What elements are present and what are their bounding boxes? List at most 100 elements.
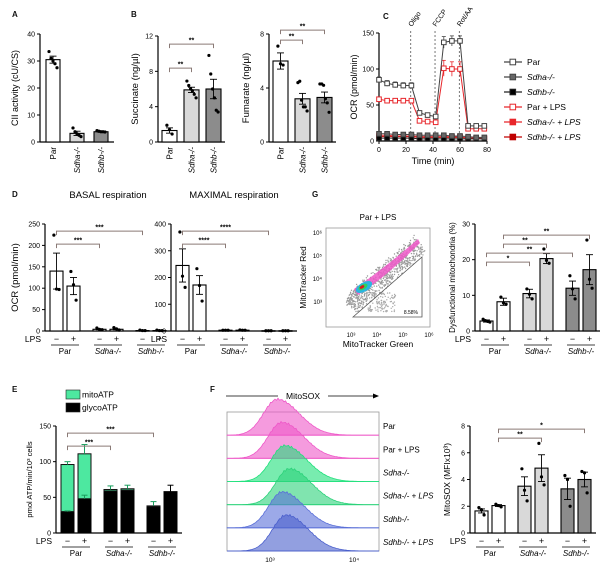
event-dot [358, 306, 361, 308]
event-dot [376, 298, 378, 301]
event-dot [368, 307, 371, 309]
event-dot [380, 299, 383, 302]
data-point [321, 83, 326, 87]
y-tick-label: 0 [31, 140, 35, 147]
group-label: Sdhb-/- [264, 347, 291, 356]
group-label: Sdha-/- [95, 347, 122, 356]
event-dot [383, 279, 386, 281]
data-marker [384, 80, 390, 87]
data-marker [481, 123, 488, 129]
significance-bracket [498, 437, 542, 443]
event-dot [412, 258, 414, 260]
bar-glycoATP [77, 498, 92, 534]
significance-bracket [67, 445, 111, 451]
event-dot [355, 283, 358, 286]
significance-label: ** [300, 24, 306, 31]
event-dot [353, 296, 355, 298]
event-dot [393, 309, 396, 311]
category-label: Sdhb-/- [210, 147, 219, 174]
data-point [73, 130, 77, 134]
data-marker [400, 97, 407, 104]
y-tick-label: 50 [366, 103, 374, 110]
event-dot [370, 310, 372, 313]
category-label: Par [277, 147, 286, 160]
data-point [585, 491, 589, 495]
legend-swatch [65, 389, 81, 400]
y-tick-label: 6 [461, 450, 465, 457]
event-dot [385, 311, 387, 313]
event-dot [378, 280, 380, 283]
event-dot [380, 281, 382, 284]
significance-label: ** [289, 34, 295, 41]
group-label: Sdhb-/- [563, 549, 590, 558]
significance-bracket [503, 243, 547, 249]
event-dot [359, 299, 361, 302]
event-dot [391, 294, 393, 297]
event-dot [379, 281, 381, 284]
data-marker [384, 131, 390, 137]
event-dot [370, 272, 372, 274]
event-dot [368, 289, 370, 292]
data-marker [400, 82, 407, 89]
significance-bracket [169, 67, 192, 73]
chart-title: BASAL respiration [69, 190, 146, 201]
legend-E: mitoATP glycoATP [65, 389, 118, 413]
event-dot [409, 242, 412, 244]
event-dot [390, 258, 392, 260]
event-dot [389, 298, 391, 300]
data-point [52, 233, 56, 237]
data-point [238, 328, 242, 332]
panel-label-c: C [383, 12, 389, 21]
event-dot [389, 260, 392, 262]
event-dot [362, 280, 364, 283]
y-tick-label: 4 [260, 86, 264, 93]
data-point [112, 325, 116, 330]
event-dot [412, 256, 415, 259]
event-dot [395, 268, 397, 270]
data-point [47, 49, 51, 54]
event-dot [390, 282, 392, 284]
event-dot [384, 284, 386, 287]
event-dot [387, 257, 390, 259]
data-marker [408, 82, 415, 89]
track-label: Sdha-/- [383, 469, 410, 478]
event-dot [365, 294, 368, 297]
significance-bracket [182, 230, 269, 236]
event-dot [401, 268, 403, 271]
event-dot [397, 252, 399, 254]
data-point [542, 483, 546, 487]
event-dot [398, 264, 401, 267]
event-dot [378, 268, 380, 270]
lps-sign: − [522, 536, 527, 546]
event-dot [362, 297, 364, 300]
bar [474, 510, 489, 534]
lps-sign: − [479, 536, 484, 546]
significance-label: ** [189, 38, 195, 45]
y-tick-label: 10 [462, 293, 470, 300]
y-tick-label: 20 [27, 86, 35, 93]
bar [45, 59, 61, 143]
event-dot [406, 265, 409, 268]
event-dot [370, 309, 372, 311]
x-tick-label: 40 [429, 147, 437, 154]
lps-sign: + [283, 334, 288, 344]
event-dot [424, 250, 426, 252]
legend-marker [509, 133, 517, 141]
category-label: Par [166, 147, 175, 160]
event-dot [394, 294, 397, 297]
event-dot [349, 298, 351, 300]
event-dot [395, 255, 397, 257]
data-marker [449, 133, 455, 139]
x-tick-label: 10⁵ [398, 332, 408, 339]
group-label: Par [489, 347, 502, 356]
data-point [53, 62, 57, 66]
data-point [178, 230, 182, 234]
lps-sign: + [82, 536, 87, 546]
data-point [585, 238, 589, 242]
data-point [165, 123, 169, 127]
event-dot [384, 301, 387, 304]
event-dot [412, 255, 415, 258]
y-tick-label: 100 [362, 67, 374, 74]
data-point [167, 128, 172, 132]
legend-marker [509, 73, 517, 81]
